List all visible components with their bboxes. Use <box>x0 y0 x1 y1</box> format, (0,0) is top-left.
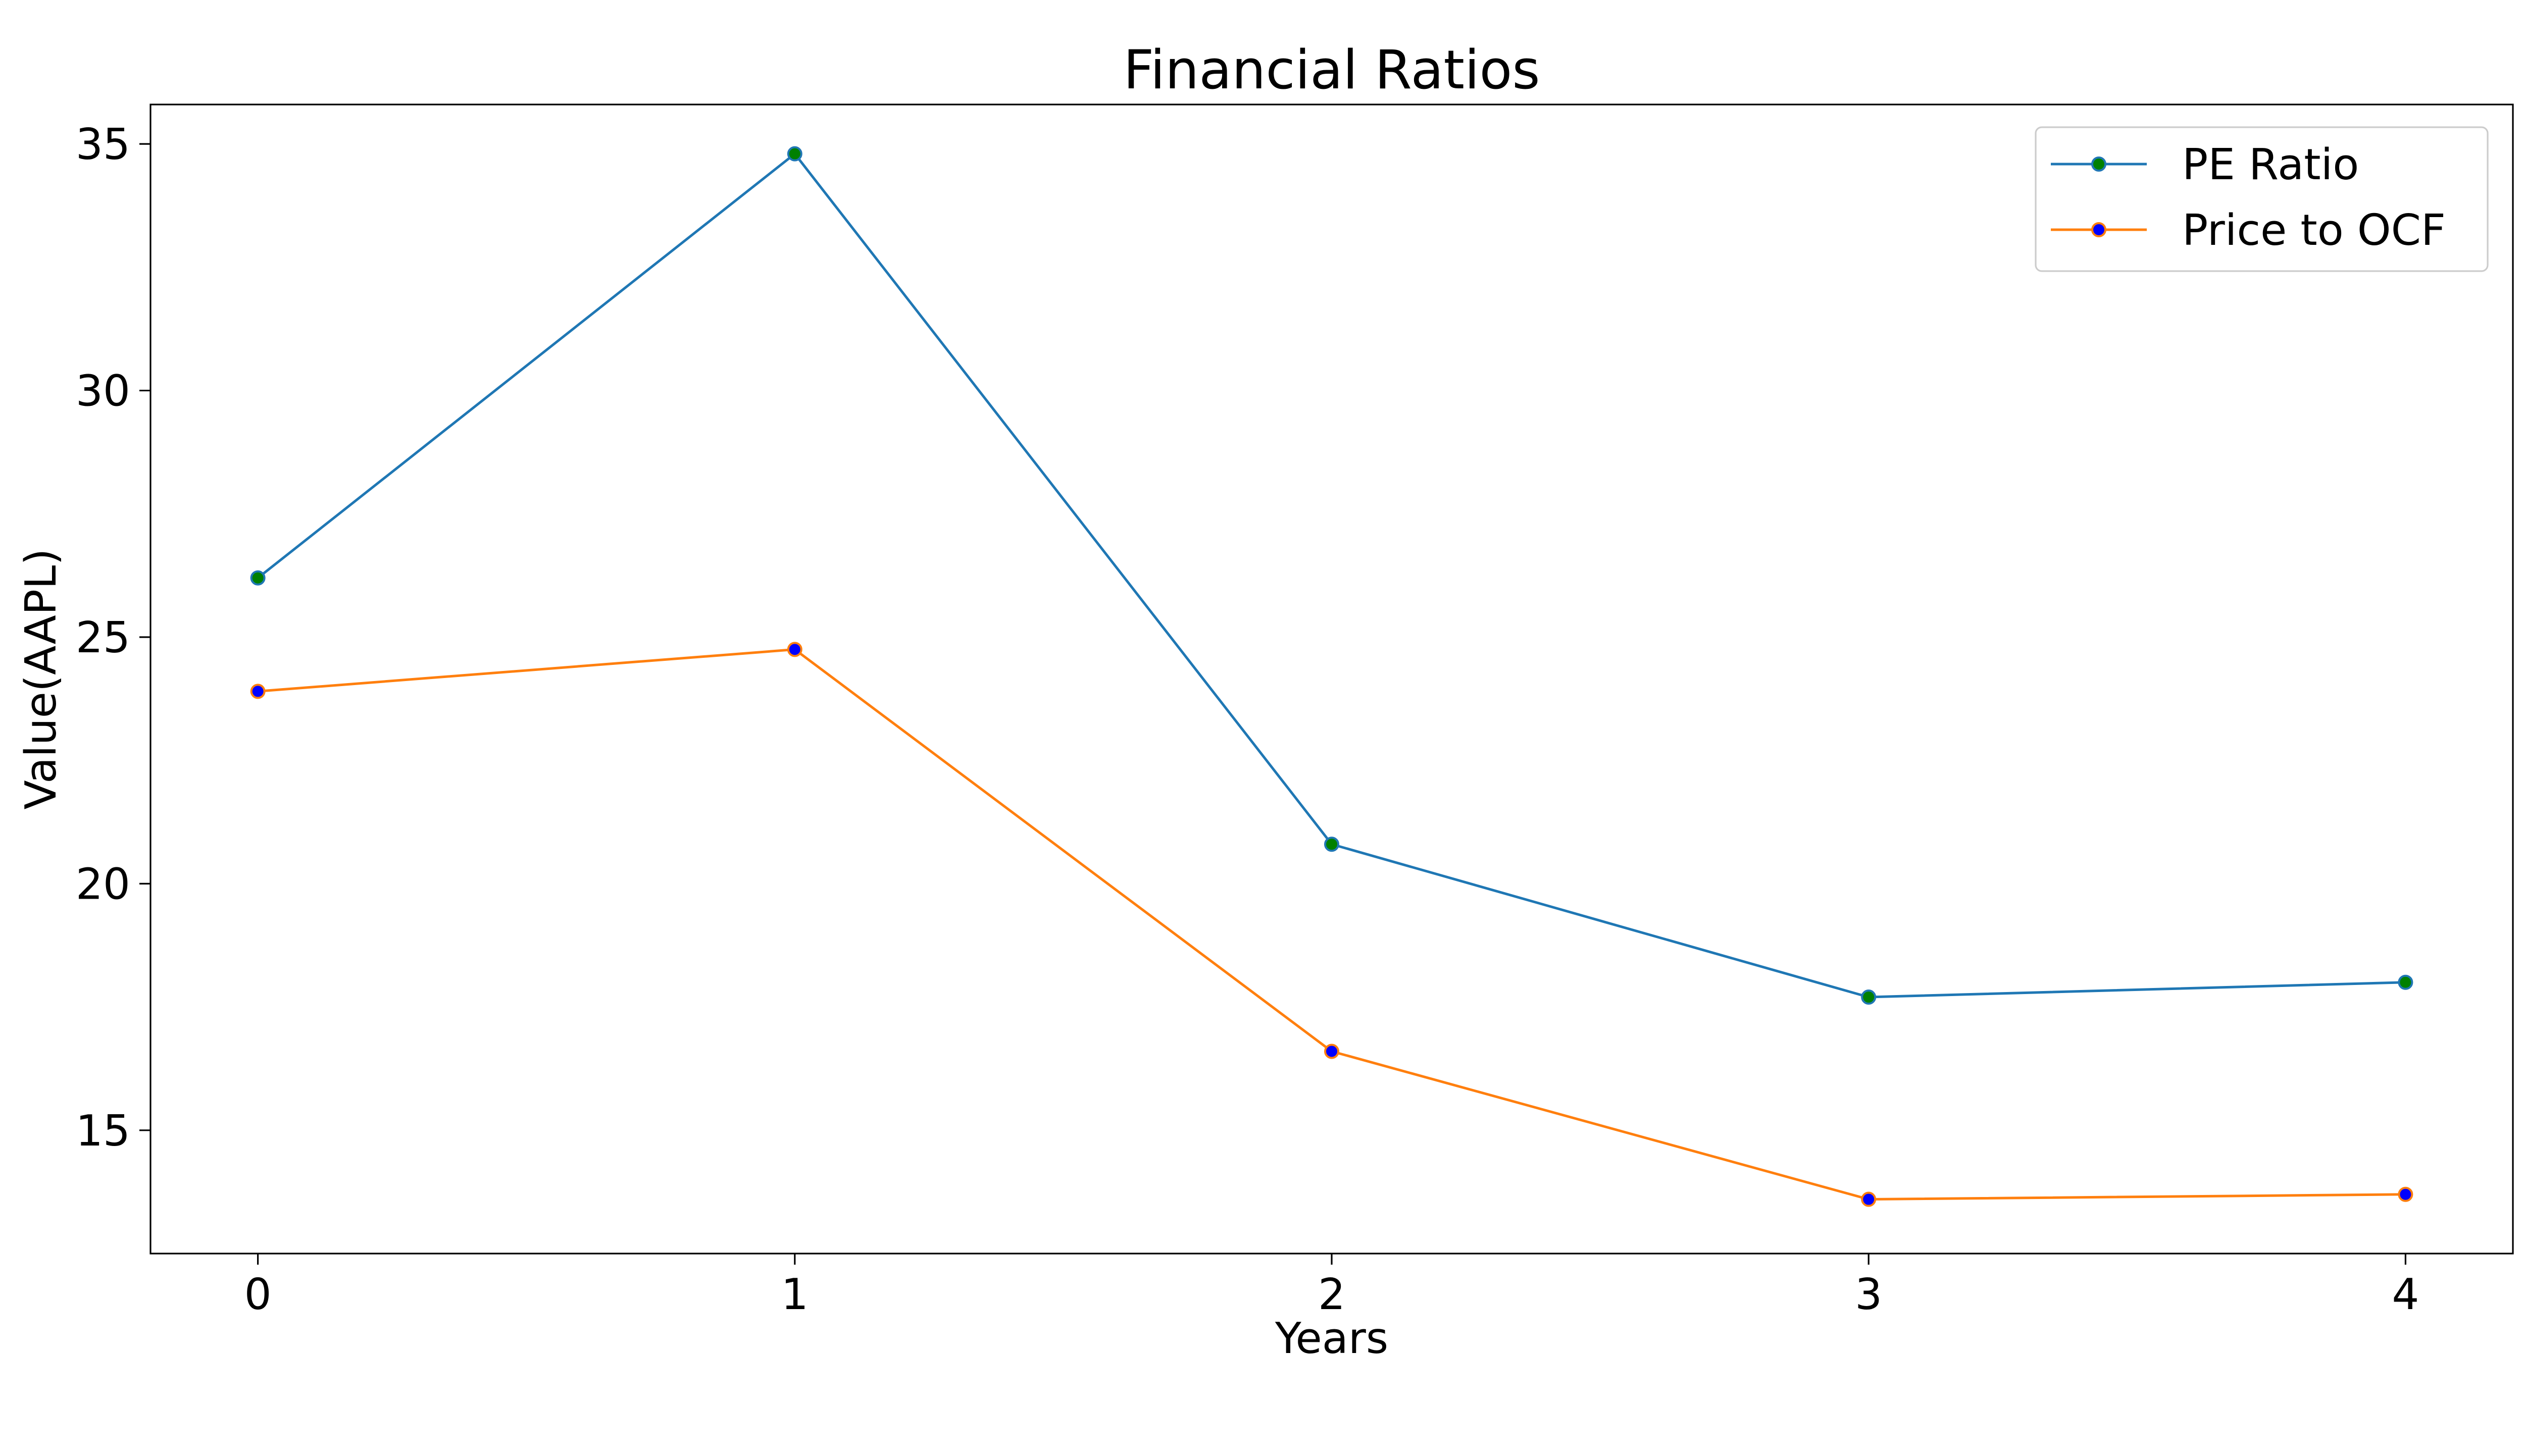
plot-area <box>149 103 2514 1255</box>
series-line-1 <box>258 648 2406 1201</box>
series-line-0 <box>257 152 2406 999</box>
x-tick-label: 3 <box>1855 1270 1882 1320</box>
data-point <box>1324 837 1339 852</box>
data-point <box>2398 974 2413 990</box>
data-point <box>250 684 266 699</box>
series-layer <box>250 146 2413 1207</box>
legend: PE Ratio Price to OCF <box>2035 126 2489 272</box>
legend-item: PE Ratio <box>2051 140 2359 190</box>
legend-marker <box>2091 157 2106 172</box>
chart-title: Financial Ratios <box>1123 39 1540 101</box>
y-axis-label: Value(AAPL) <box>16 548 66 809</box>
y-tick-label: 30 <box>76 367 130 417</box>
legend-label: PE Ratio <box>2182 140 2359 190</box>
legend-label: Price to OCF <box>2182 205 2446 255</box>
x-tick-label: 2 <box>1318 1270 1345 1320</box>
data-point <box>787 642 802 657</box>
data-point <box>1861 1191 1877 1207</box>
axis-ticks: 0 1 2 3 4 15 20 25 30 35 <box>76 120 2419 1320</box>
data-point <box>1324 1044 1339 1059</box>
legend-marker <box>2091 222 2106 237</box>
x-tick-label: 4 <box>2392 1270 2419 1320</box>
data-point <box>250 570 266 586</box>
x-tick-label: 1 <box>781 1270 809 1320</box>
data-point <box>1861 990 1877 1005</box>
legend-item: Price to OCF <box>2051 205 2446 255</box>
y-tick-label: 20 <box>76 859 130 909</box>
y-tick-label: 25 <box>76 613 130 663</box>
x-axis-label: Years <box>1275 1314 1388 1364</box>
data-point <box>787 146 802 162</box>
plot-frame <box>149 103 2514 1255</box>
x-tick-label: 0 <box>244 1270 272 1320</box>
y-tick-label: 15 <box>76 1106 130 1156</box>
legend-box <box>2035 126 2489 272</box>
y-tick-label: 35 <box>76 120 130 170</box>
data-point <box>2398 1186 2413 1202</box>
